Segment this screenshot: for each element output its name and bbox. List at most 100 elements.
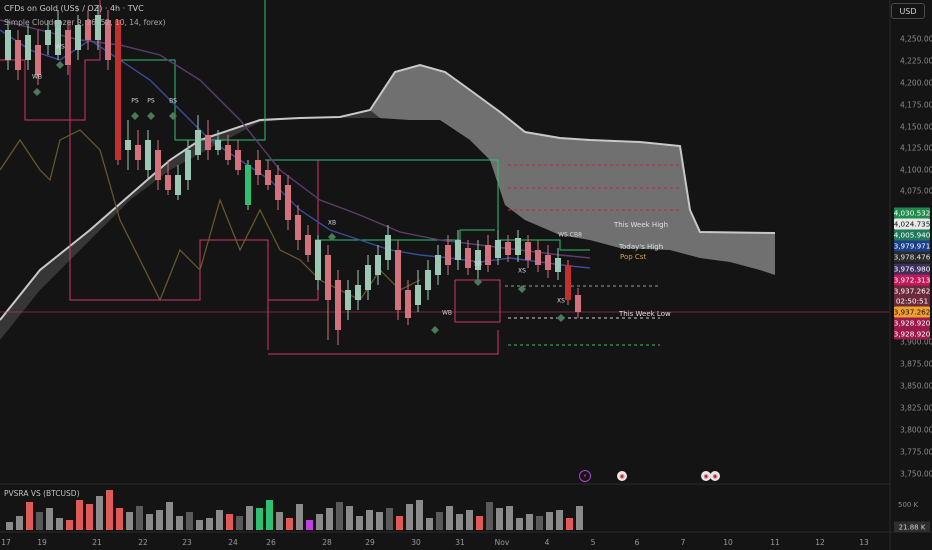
candle-body bbox=[485, 245, 491, 265]
candle-body bbox=[85, 20, 91, 40]
candle-body bbox=[455, 240, 461, 260]
candle-body bbox=[75, 25, 81, 50]
candle-body bbox=[55, 20, 61, 55]
volume-bar bbox=[306, 520, 313, 530]
volume-bar bbox=[46, 508, 53, 530]
volume-bar bbox=[406, 504, 413, 530]
volume-bar bbox=[486, 502, 493, 530]
volume-bar bbox=[206, 518, 213, 530]
time-axis-tick: 11 bbox=[770, 538, 780, 547]
price-axis-tick: 4,125.000 bbox=[900, 143, 932, 153]
signal-diamond bbox=[131, 112, 139, 120]
candle-body-highlight bbox=[115, 20, 121, 160]
us-flag-event-icon[interactable]: ◉ bbox=[701, 471, 711, 481]
candle-body bbox=[465, 248, 471, 268]
volume-bar bbox=[436, 512, 443, 530]
candle-body bbox=[405, 290, 411, 318]
candle-body bbox=[265, 170, 271, 185]
indicator-label[interactable]: Simple Cloudgazer 9, 26, 52, 10, 14, for… bbox=[4, 18, 166, 27]
volume-bar bbox=[446, 506, 453, 530]
candle-body bbox=[515, 238, 521, 255]
candle-body bbox=[545, 255, 551, 270]
level-label: This Week High bbox=[614, 221, 669, 229]
candle-body bbox=[5, 30, 11, 60]
volume-bar bbox=[96, 496, 103, 530]
candle-body bbox=[295, 215, 301, 240]
price-badge: 3,979.971 bbox=[893, 240, 931, 252]
volume-bar bbox=[396, 516, 403, 530]
candle-body bbox=[135, 145, 141, 160]
us-flag-event-icon[interactable]: ◉ bbox=[617, 471, 627, 481]
volume-bar bbox=[366, 510, 373, 530]
price-axis-tick: 4,250.000 bbox=[900, 34, 932, 44]
price-axis-tick: 4,200.000 bbox=[900, 78, 932, 88]
price-badge: 02:50:51 bbox=[894, 295, 930, 307]
volume-bar bbox=[516, 518, 523, 530]
candle-body bbox=[365, 265, 371, 290]
volume-bar bbox=[346, 506, 353, 530]
volume-bar bbox=[536, 516, 543, 530]
zone-line bbox=[268, 330, 499, 355]
time-axis-tick: 28 bbox=[322, 538, 332, 547]
volume-bar bbox=[186, 512, 193, 530]
lightning-event-icon[interactable]: ⚡ bbox=[579, 470, 591, 482]
time-axis-tick: 26 bbox=[266, 538, 276, 547]
volume-bar bbox=[336, 502, 343, 530]
level-label: Today's High bbox=[619, 243, 664, 251]
volume-bar bbox=[56, 518, 63, 530]
volume-indicator-title[interactable]: PVSRA VS (BTCUSD) bbox=[4, 489, 80, 498]
signal-diamond bbox=[33, 88, 41, 96]
time-axis-tick: 7 bbox=[680, 538, 686, 547]
signal-diamond bbox=[56, 61, 64, 69]
candle-body bbox=[505, 242, 511, 255]
time-axis-tick: Nov bbox=[494, 538, 510, 547]
symbol-title[interactable]: CFDs on Gold (US$ / OZ) · 4h · TVC bbox=[4, 4, 144, 13]
zone-line bbox=[498, 239, 590, 251]
volume-bar bbox=[376, 512, 383, 530]
candle-body bbox=[575, 295, 581, 312]
price-badge: 4,024.735 bbox=[893, 218, 931, 230]
volume-bar bbox=[466, 510, 473, 530]
signal-label: XS bbox=[518, 267, 526, 275]
volume-bar bbox=[386, 508, 393, 530]
volume-bar bbox=[86, 504, 93, 530]
price-badge: 3,978.476 bbox=[893, 251, 931, 263]
currency-button[interactable]: USD bbox=[891, 3, 925, 19]
volume-bar bbox=[106, 490, 113, 530]
candle-body bbox=[165, 175, 171, 190]
price-badge: 3,976.980 bbox=[893, 263, 931, 275]
candle-body bbox=[125, 140, 131, 150]
volume-bar bbox=[126, 512, 133, 530]
signal-diamond bbox=[474, 278, 482, 286]
signal-diamond bbox=[431, 326, 439, 334]
time-axis-tick: 23 bbox=[182, 538, 192, 547]
signal-label: WB bbox=[441, 309, 453, 317]
volume-bar bbox=[276, 512, 283, 530]
lagging-span bbox=[0, 129, 421, 302]
candle-body bbox=[445, 245, 451, 265]
signal-label: WS CB8 bbox=[558, 231, 582, 239]
candle-body bbox=[275, 175, 281, 200]
candle-body bbox=[305, 235, 311, 255]
volume-bar bbox=[476, 516, 483, 530]
time-axis-tick: 5 bbox=[590, 538, 596, 547]
candle-body bbox=[185, 150, 191, 180]
candle-body bbox=[105, 20, 111, 60]
candle-body bbox=[415, 285, 421, 305]
volume-bar bbox=[36, 512, 43, 530]
signal-label: WB bbox=[31, 73, 43, 81]
time-axis-tick: 12 bbox=[815, 538, 825, 547]
time-axis-tick: 30 bbox=[411, 538, 421, 547]
candle-body bbox=[435, 255, 441, 275]
price-badge: 3,937.262 bbox=[893, 285, 931, 297]
candle-body bbox=[145, 140, 151, 170]
candle-body bbox=[345, 290, 351, 310]
us-flag-event-icon[interactable]: ◉ bbox=[710, 471, 720, 481]
time-axis-tick: 19 bbox=[37, 538, 47, 547]
volume-bar bbox=[6, 522, 13, 530]
candle-body bbox=[175, 175, 181, 195]
price-axis-tick: 3,900.000 bbox=[900, 337, 932, 347]
volume-bar bbox=[166, 502, 173, 530]
volume-bar bbox=[16, 516, 23, 530]
